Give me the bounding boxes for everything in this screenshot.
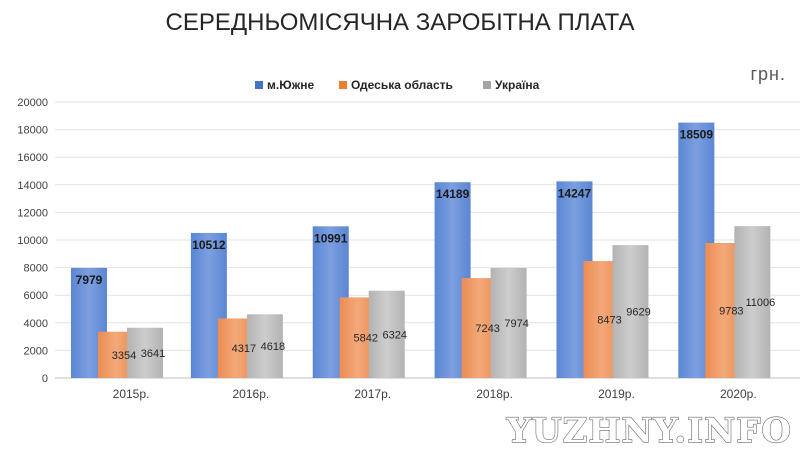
x-tick-label: 2019р. — [598, 387, 635, 401]
legend-swatch-1 — [339, 81, 347, 89]
data-label-2-2: 6324 — [382, 329, 406, 341]
data-label-1-1: 4317 — [232, 343, 256, 355]
chart-title: СЕРЕДНЬОМІСЯЧНА ЗАРОБІТНА ПЛАТА — [166, 9, 635, 36]
data-label-1-2: 5842 — [353, 333, 377, 345]
y-tick-label: 0 — [42, 373, 48, 385]
data-label-0-3: 14189 — [436, 187, 470, 201]
bar-2-1 — [246, 314, 283, 378]
legend-swatch-0 — [255, 81, 263, 89]
data-label-0-1: 10512 — [192, 238, 226, 252]
x-tick-label: 2015р. — [113, 387, 150, 401]
legend-label-1: Одеська область — [351, 78, 453, 92]
bar-2-5 — [734, 226, 771, 378]
data-label-1-0: 3354 — [112, 350, 136, 362]
y-tick-label: 4000 — [24, 318, 48, 330]
legend-label-0: м.Южне — [267, 78, 314, 92]
data-label-2-4: 9629 — [626, 307, 650, 319]
gridlines — [55, 101, 800, 379]
data-label-0-4: 14247 — [558, 186, 592, 200]
y-tick-label: 14000 — [17, 180, 48, 192]
data-label-0-5: 18509 — [680, 128, 714, 142]
y-tick-label: 18000 — [17, 125, 48, 137]
y-tick-label: 6000 — [24, 290, 48, 302]
data-label-2-5: 11006 — [745, 297, 775, 309]
bar-2-0 — [127, 327, 163, 378]
x-tick-label: 2020р. — [720, 387, 757, 401]
y-tick-label: 20000 — [17, 97, 48, 109]
x-tick-label: 2017р. — [354, 387, 391, 401]
legend-label-2: Україна — [495, 78, 540, 92]
x-tick-label: 2018р. — [476, 387, 513, 401]
bar-2-4 — [612, 245, 649, 378]
y-tick-label: 2000 — [24, 345, 48, 357]
unit-label: грн. — [750, 64, 786, 84]
bars — [71, 122, 771, 378]
watermark: YUZHNY.INFO — [506, 411, 792, 451]
data-label-2-1: 4618 — [261, 341, 285, 353]
x-axis: 2015р. 2016р. 2017р. 2018р. 2019р. 2020р. — [113, 387, 757, 401]
y-tick-label: 8000 — [24, 263, 48, 275]
data-label-2-3: 7974 — [504, 318, 528, 330]
y-tick-label: 16000 — [17, 152, 48, 164]
data-label-1-3: 7243 — [475, 323, 499, 335]
data-labels: 7979 3354 3641 10512 4317 4618 10991 5842 6324 14… — [76, 128, 776, 362]
x-tick-label: 2016р. — [233, 387, 270, 401]
bar-2-3 — [490, 267, 527, 378]
y-tick-label: 10000 — [17, 235, 48, 247]
data-label-1-5: 9783 — [719, 305, 743, 317]
bar-2-2 — [368, 290, 405, 378]
data-label-1-4: 8473 — [597, 315, 621, 327]
y-tick-label: 12000 — [17, 207, 48, 219]
data-label-0-0: 7979 — [76, 273, 103, 287]
legend: м.Южне Одеська область Україна — [255, 78, 540, 92]
data-label-2-0: 3641 — [141, 348, 165, 360]
legend-swatch-2 — [483, 81, 491, 89]
y-axis: 0 2000 4000 6000 8000 10000 12000 14000 16000 180… — [17, 97, 48, 385]
data-label-0-2: 10991 — [314, 231, 348, 245]
